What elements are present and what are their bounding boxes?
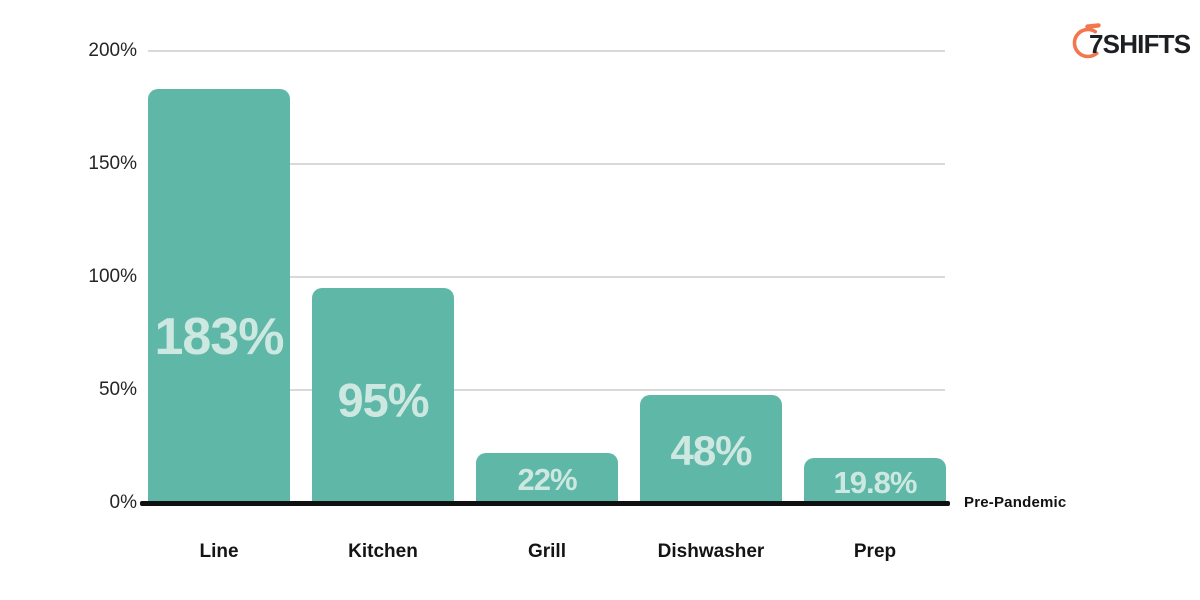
bar: 95%	[312, 288, 454, 503]
bar: 48%	[640, 395, 782, 503]
baseline-annotation: Pre-Pandemic	[964, 494, 1067, 511]
gridline-100	[148, 276, 945, 278]
y-tick-label: 100%	[88, 266, 137, 287]
gridline-150	[148, 163, 945, 165]
bar-value-label: 22%	[517, 461, 577, 497]
bar-value-label: 183%	[154, 308, 285, 367]
brand-logo: 7SHIFTS	[1045, 18, 1200, 66]
gridline-50	[148, 389, 945, 391]
x-category-label: Grill	[527, 541, 566, 562]
x-category-label: Line	[199, 541, 239, 562]
y-tick-label: 0%	[109, 492, 137, 513]
gridline-200	[148, 50, 945, 52]
y-tick-label: 150%	[88, 153, 137, 174]
bar-value-label: 19.8%	[833, 464, 918, 500]
x-category-label: Dishwasher	[657, 541, 765, 562]
bar: 19.8%	[804, 458, 946, 503]
y-tick-label: 200%	[88, 40, 137, 61]
bar: 183%	[148, 89, 290, 503]
x-category-label: Kitchen	[348, 541, 418, 562]
bar-value-label: 48%	[670, 427, 752, 475]
bar: 22%	[476, 453, 618, 503]
y-tick-label: 50%	[98, 379, 137, 400]
brand-wordmark: 7SHIFTS	[1089, 29, 1191, 59]
x-category-label: Prep	[853, 541, 897, 562]
axis-baseline	[140, 501, 950, 506]
stopwatch-icon	[1072, 23, 1101, 59]
bar-value-label: 95%	[337, 373, 429, 427]
